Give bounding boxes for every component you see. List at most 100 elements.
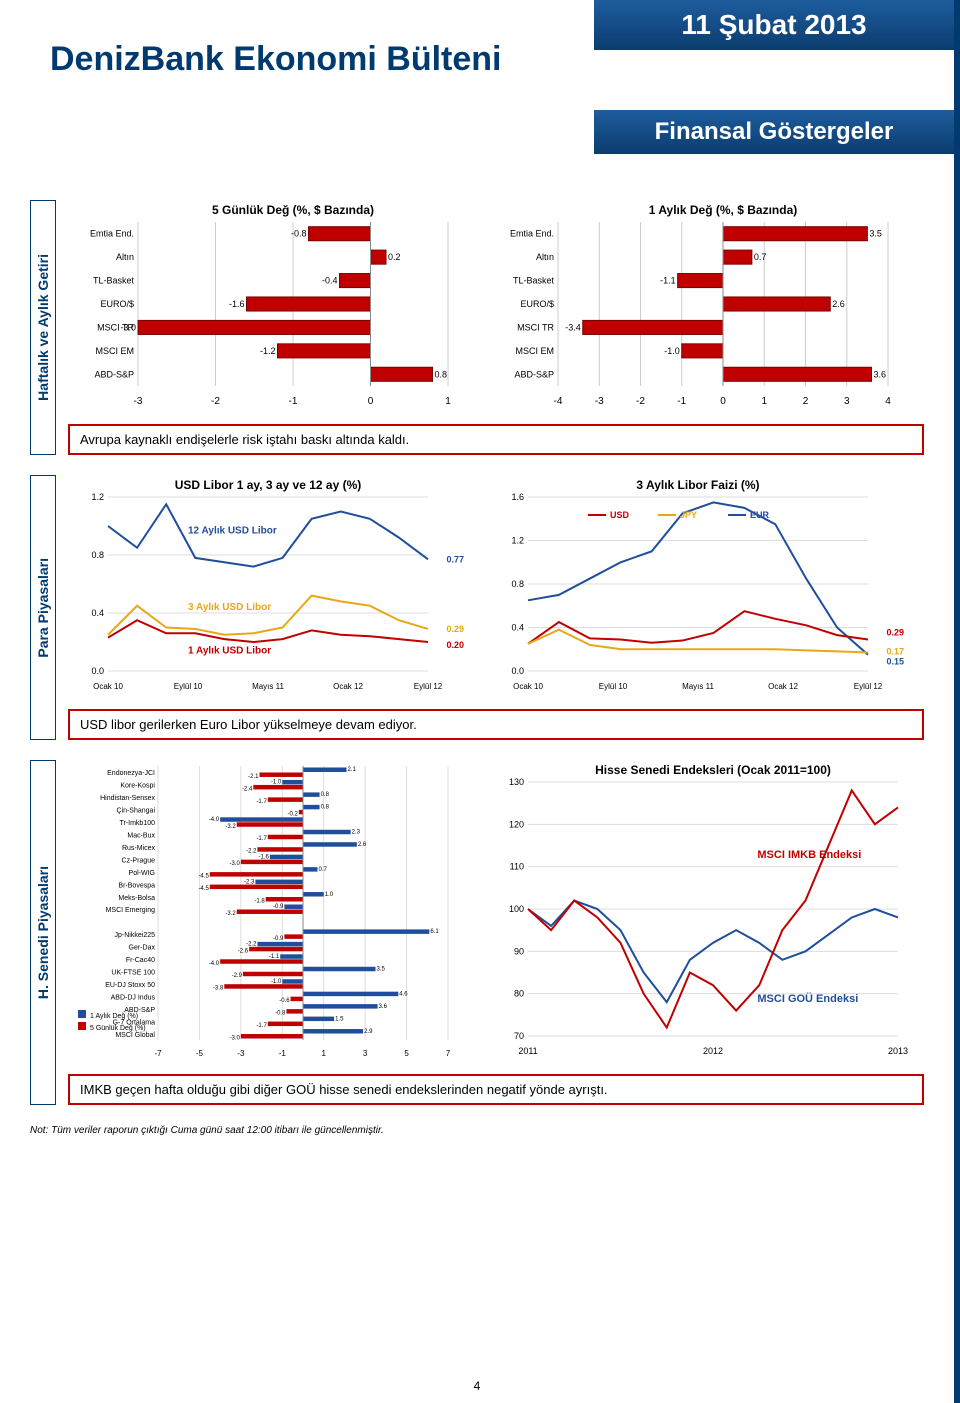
svg-text:3.5: 3.5 [377,967,386,973]
svg-text:MSCI Emerging: MSCI Emerging [106,907,156,914]
svg-text:0.7: 0.7 [754,252,767,262]
section-tab: H. Senedi Piyasaları [30,760,56,1105]
svg-text:-3: -3 [237,1049,245,1058]
svg-text:1.0: 1.0 [325,892,334,898]
svg-text:Altın: Altın [116,252,134,262]
svg-text:0.8: 0.8 [435,369,448,379]
svg-text:0.29: 0.29 [886,627,904,637]
svg-text:5 Günlük Değ (%): 5 Günlük Değ (%) [90,1025,146,1032]
svg-text:Tr-Imkb100: Tr-Imkb100 [119,820,155,827]
svg-text:-4: -4 [554,396,563,407]
svg-text:UK-FTSE 100: UK-FTSE 100 [111,970,155,977]
svg-text:USD: USD [610,510,630,520]
chart-usd-libor: USD Libor 1 ay, 3 ay ve 12 ay (%)0.00.40… [68,475,468,695]
svg-text:0.15: 0.15 [886,657,904,667]
svg-text:-0.8: -0.8 [275,1011,286,1017]
svg-text:3.5: 3.5 [869,229,882,239]
svg-text:Endonezya-JCI: Endonezya-JCI [107,770,155,777]
svg-text:0.8: 0.8 [321,805,330,811]
svg-text:2.9: 2.9 [364,1029,373,1035]
svg-text:-1.2: -1.2 [260,346,276,356]
header: 11 Şubat 2013 DenizBank Ekonomi Bülteni … [30,0,924,180]
svg-text:Kore-Kospi: Kore-Kospi [120,783,155,790]
svg-text:-2: -2 [211,396,220,407]
svg-text:5 Günlük Değ (%, $ Bazında): 5 Günlük Değ (%, $ Bazında) [212,203,374,217]
section-note: IMKB geçen hafta olduğu gibi diğer GOÜ h… [68,1074,924,1105]
svg-text:-0.4: -0.4 [322,276,338,286]
svg-text:4.6: 4.6 [399,991,408,997]
svg-text:3 Aylık USD Libor: 3 Aylık USD Libor [188,602,271,613]
chart-1month: 1 Aylık Değ (%, $ Bazında)-4-3-2-101234E… [488,200,908,410]
subtitle-box: Finansal Göstergeler [594,110,954,154]
svg-text:1.2: 1.2 [91,492,104,502]
svg-text:Çin-Shangai: Çin-Shangai [116,808,155,815]
svg-text:EURO/$: EURO/$ [520,299,554,309]
chart-3m-libor: 3 Aylık Libor Faizi (%)0.00.40.81.21.6Oc… [488,475,908,695]
svg-text:-4.0: -4.0 [209,961,220,967]
svg-text:Emtia End.: Emtia End. [510,229,554,239]
svg-text:2011: 2011 [518,1046,537,1056]
section-weekly-monthly: Haftalık ve Aylık Getiri 5 Günlük Değ (%… [30,200,924,455]
section-note: Avrupa kaynaklı endişelerle risk iştahı … [68,424,924,455]
svg-text:1: 1 [321,1049,326,1058]
svg-text:2.6: 2.6 [832,299,845,309]
svg-text:7: 7 [446,1049,451,1058]
svg-text:0.4: 0.4 [511,623,524,633]
svg-text:6.1: 6.1 [430,929,439,935]
svg-text:2013: 2013 [888,1046,908,1056]
svg-text:Emtia End.: Emtia End. [90,229,134,239]
chart-5day: 5 Günlük Değ (%, $ Bazında)-3-2-101Emtia… [68,200,468,410]
svg-text:3: 3 [844,396,850,407]
chart-equity-changes: -7-5-3-11357Endonezya-JCI2.1-2.1Kore-Kos… [68,760,468,1060]
svg-text:MSCI TR: MSCI TR [517,322,554,332]
svg-text:Eylül 10: Eylül 10 [174,682,203,691]
svg-text:-1.0: -1.0 [271,780,282,786]
svg-text:ABD-DJ Indus: ABD-DJ Indus [111,994,156,1001]
svg-text:-1: -1 [677,396,686,407]
svg-text:0.8: 0.8 [511,579,524,589]
svg-text:-3: -3 [595,396,604,407]
svg-text:4: 4 [885,396,891,407]
svg-text:ABD-S&P: ABD-S&P [514,369,554,379]
svg-text:EU-DJ Stoxx 50: EU-DJ Stoxx 50 [105,982,155,989]
svg-text:3: 3 [363,1049,368,1058]
svg-text:Eylül 10: Eylül 10 [599,682,628,691]
svg-text:-2.9: -2.9 [232,973,243,979]
svg-text:1 Aylık Değ (%, $ Bazında): 1 Aylık Değ (%, $ Bazında) [649,203,797,217]
svg-text:-1.8: -1.8 [254,899,265,905]
svg-text:TL-Basket: TL-Basket [513,276,555,286]
svg-text:0.77: 0.77 [446,554,464,564]
svg-text:Br-Bovespa: Br-Bovespa [118,882,155,889]
svg-text:Pol-WIG: Pol-WIG [129,870,155,877]
svg-text:70: 70 [514,1031,524,1041]
svg-text:-2: -2 [636,396,645,407]
svg-text:Meks-Bolsa: Meks-Bolsa [118,895,155,902]
svg-text:1.5: 1.5 [335,1016,344,1022]
svg-text:-0.9: -0.9 [273,936,284,942]
svg-text:EURO/$: EURO/$ [100,299,134,309]
section-note: USD libor gerilerken Euro Libor yükselme… [68,709,924,740]
svg-text:-2.3: -2.3 [244,879,255,885]
svg-text:-4.5: -4.5 [198,874,209,880]
svg-text:-0.2: -0.2 [288,811,299,817]
svg-text:-0.8: -0.8 [291,229,307,239]
svg-text:130: 130 [509,777,524,787]
svg-text:Ocak 10: Ocak 10 [93,682,123,691]
svg-text:-1: -1 [289,396,298,407]
svg-text:2.3: 2.3 [352,830,361,836]
svg-text:-5: -5 [196,1049,204,1058]
svg-text:0.0: 0.0 [511,666,524,676]
svg-text:-7: -7 [154,1049,162,1058]
svg-text:0.29: 0.29 [446,624,464,634]
svg-text:Jp-Nikkei225: Jp-Nikkei225 [115,932,156,939]
svg-text:ABD-S&P: ABD-S&P [94,369,134,379]
svg-text:0.20: 0.20 [446,640,464,650]
svg-text:Altın: Altın [536,252,554,262]
svg-text:MSCI GOÜ Endeksi: MSCI GOÜ Endeksi [757,992,858,1005]
svg-text:-2.4: -2.4 [242,786,253,792]
svg-text:-2.2: -2.2 [246,849,257,855]
svg-text:Cz-Prague: Cz-Prague [122,857,156,864]
svg-text:EUR: EUR [750,510,770,520]
svg-text:-3.2: -3.2 [225,911,236,917]
svg-text:2012: 2012 [703,1046,723,1056]
